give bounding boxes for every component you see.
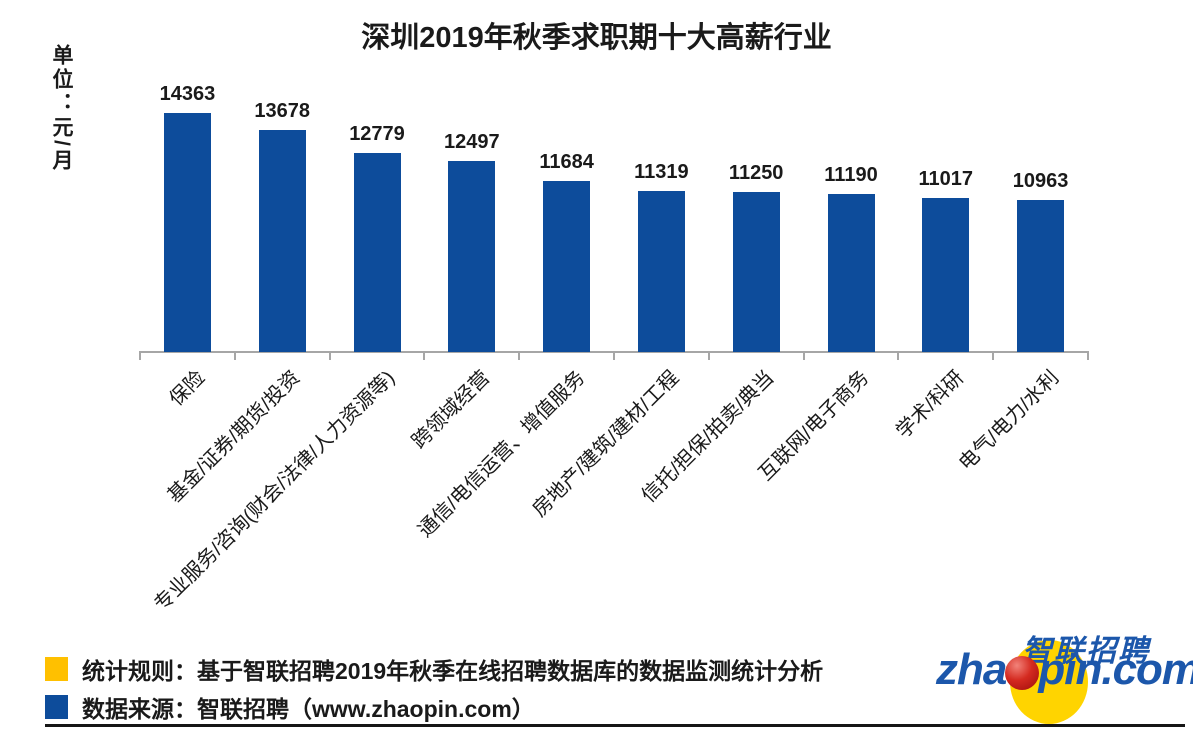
bar-4 bbox=[448, 161, 496, 352]
x-axis-tick bbox=[423, 351, 426, 360]
bar-value-label: 13678 bbox=[254, 100, 310, 122]
logo-latin-text: zha pin.com bbox=[936, 648, 1193, 692]
bar-value-label: 11319 bbox=[634, 161, 689, 183]
bar-value-label: 12779 bbox=[349, 123, 405, 145]
bar-9 bbox=[922, 198, 970, 352]
x-axis-tick bbox=[802, 351, 805, 360]
x-axis-tick bbox=[233, 351, 236, 360]
x-axis-tick bbox=[707, 351, 710, 360]
x-axis-tick bbox=[518, 351, 521, 360]
x-axis-tick bbox=[328, 351, 331, 360]
legend-swatch-yellow bbox=[45, 657, 68, 681]
bar-value-label: 11250 bbox=[728, 162, 784, 184]
bar-value-label: 11017 bbox=[918, 168, 974, 190]
logo-red-ball-icon bbox=[1005, 656, 1040, 690]
y-axis-unit-label: 单位：元/月 bbox=[50, 44, 73, 173]
logo-chinese-text: 智联招聘 bbox=[1022, 635, 1150, 668]
x-axis-tick bbox=[613, 351, 615, 360]
legend-row-statistics-rule: 统计规则：基于智联招聘2019年秋季在线招聘数据库的数据监测统计分析 bbox=[45, 652, 823, 686]
bar-value-label: 11190 bbox=[824, 164, 878, 186]
bar-10 bbox=[1017, 200, 1065, 352]
bar-value-label: 11684 bbox=[539, 151, 594, 173]
bar-1 bbox=[163, 113, 211, 352]
bar-7 bbox=[732, 192, 780, 352]
legend-swatch-blue bbox=[45, 695, 68, 719]
bar-3 bbox=[353, 153, 401, 352]
bar-2 bbox=[258, 130, 306, 352]
logo-latin-text-left: zha bbox=[936, 645, 1007, 694]
bar-8 bbox=[827, 194, 875, 352]
bar-5 bbox=[543, 181, 591, 352]
x-axis-tick bbox=[992, 351, 995, 360]
x-axis-tick bbox=[1087, 351, 1089, 360]
legend-text-data-source: 数据来源：智联招聘（www.zhaopin.com） bbox=[82, 696, 535, 722]
bar-value-label: 12497 bbox=[443, 131, 500, 153]
bar-6 bbox=[637, 191, 685, 352]
x-axis-tick bbox=[897, 351, 900, 360]
x-axis-tick bbox=[139, 351, 141, 360]
bottom-divider-line bbox=[45, 724, 1185, 727]
logo-latin-text-right: pin.com bbox=[1038, 645, 1193, 694]
legend-text-statistics-rule: 统计规则：基于智联招聘2019年秋季在线招聘数据库的数据监测统计分析 bbox=[82, 658, 824, 684]
chart-title: 深圳2019年秋季求职期十大高薪行业 bbox=[361, 22, 832, 54]
zhaopin-logo: 智联招聘 zha pin.com bbox=[930, 618, 1193, 725]
bar-value-label: 14363 bbox=[159, 83, 216, 105]
bar-value-label: 10963 bbox=[1012, 170, 1069, 192]
legend-row-data-source: 数据来源：智联招聘（www.zhaopin.com） bbox=[45, 690, 535, 724]
